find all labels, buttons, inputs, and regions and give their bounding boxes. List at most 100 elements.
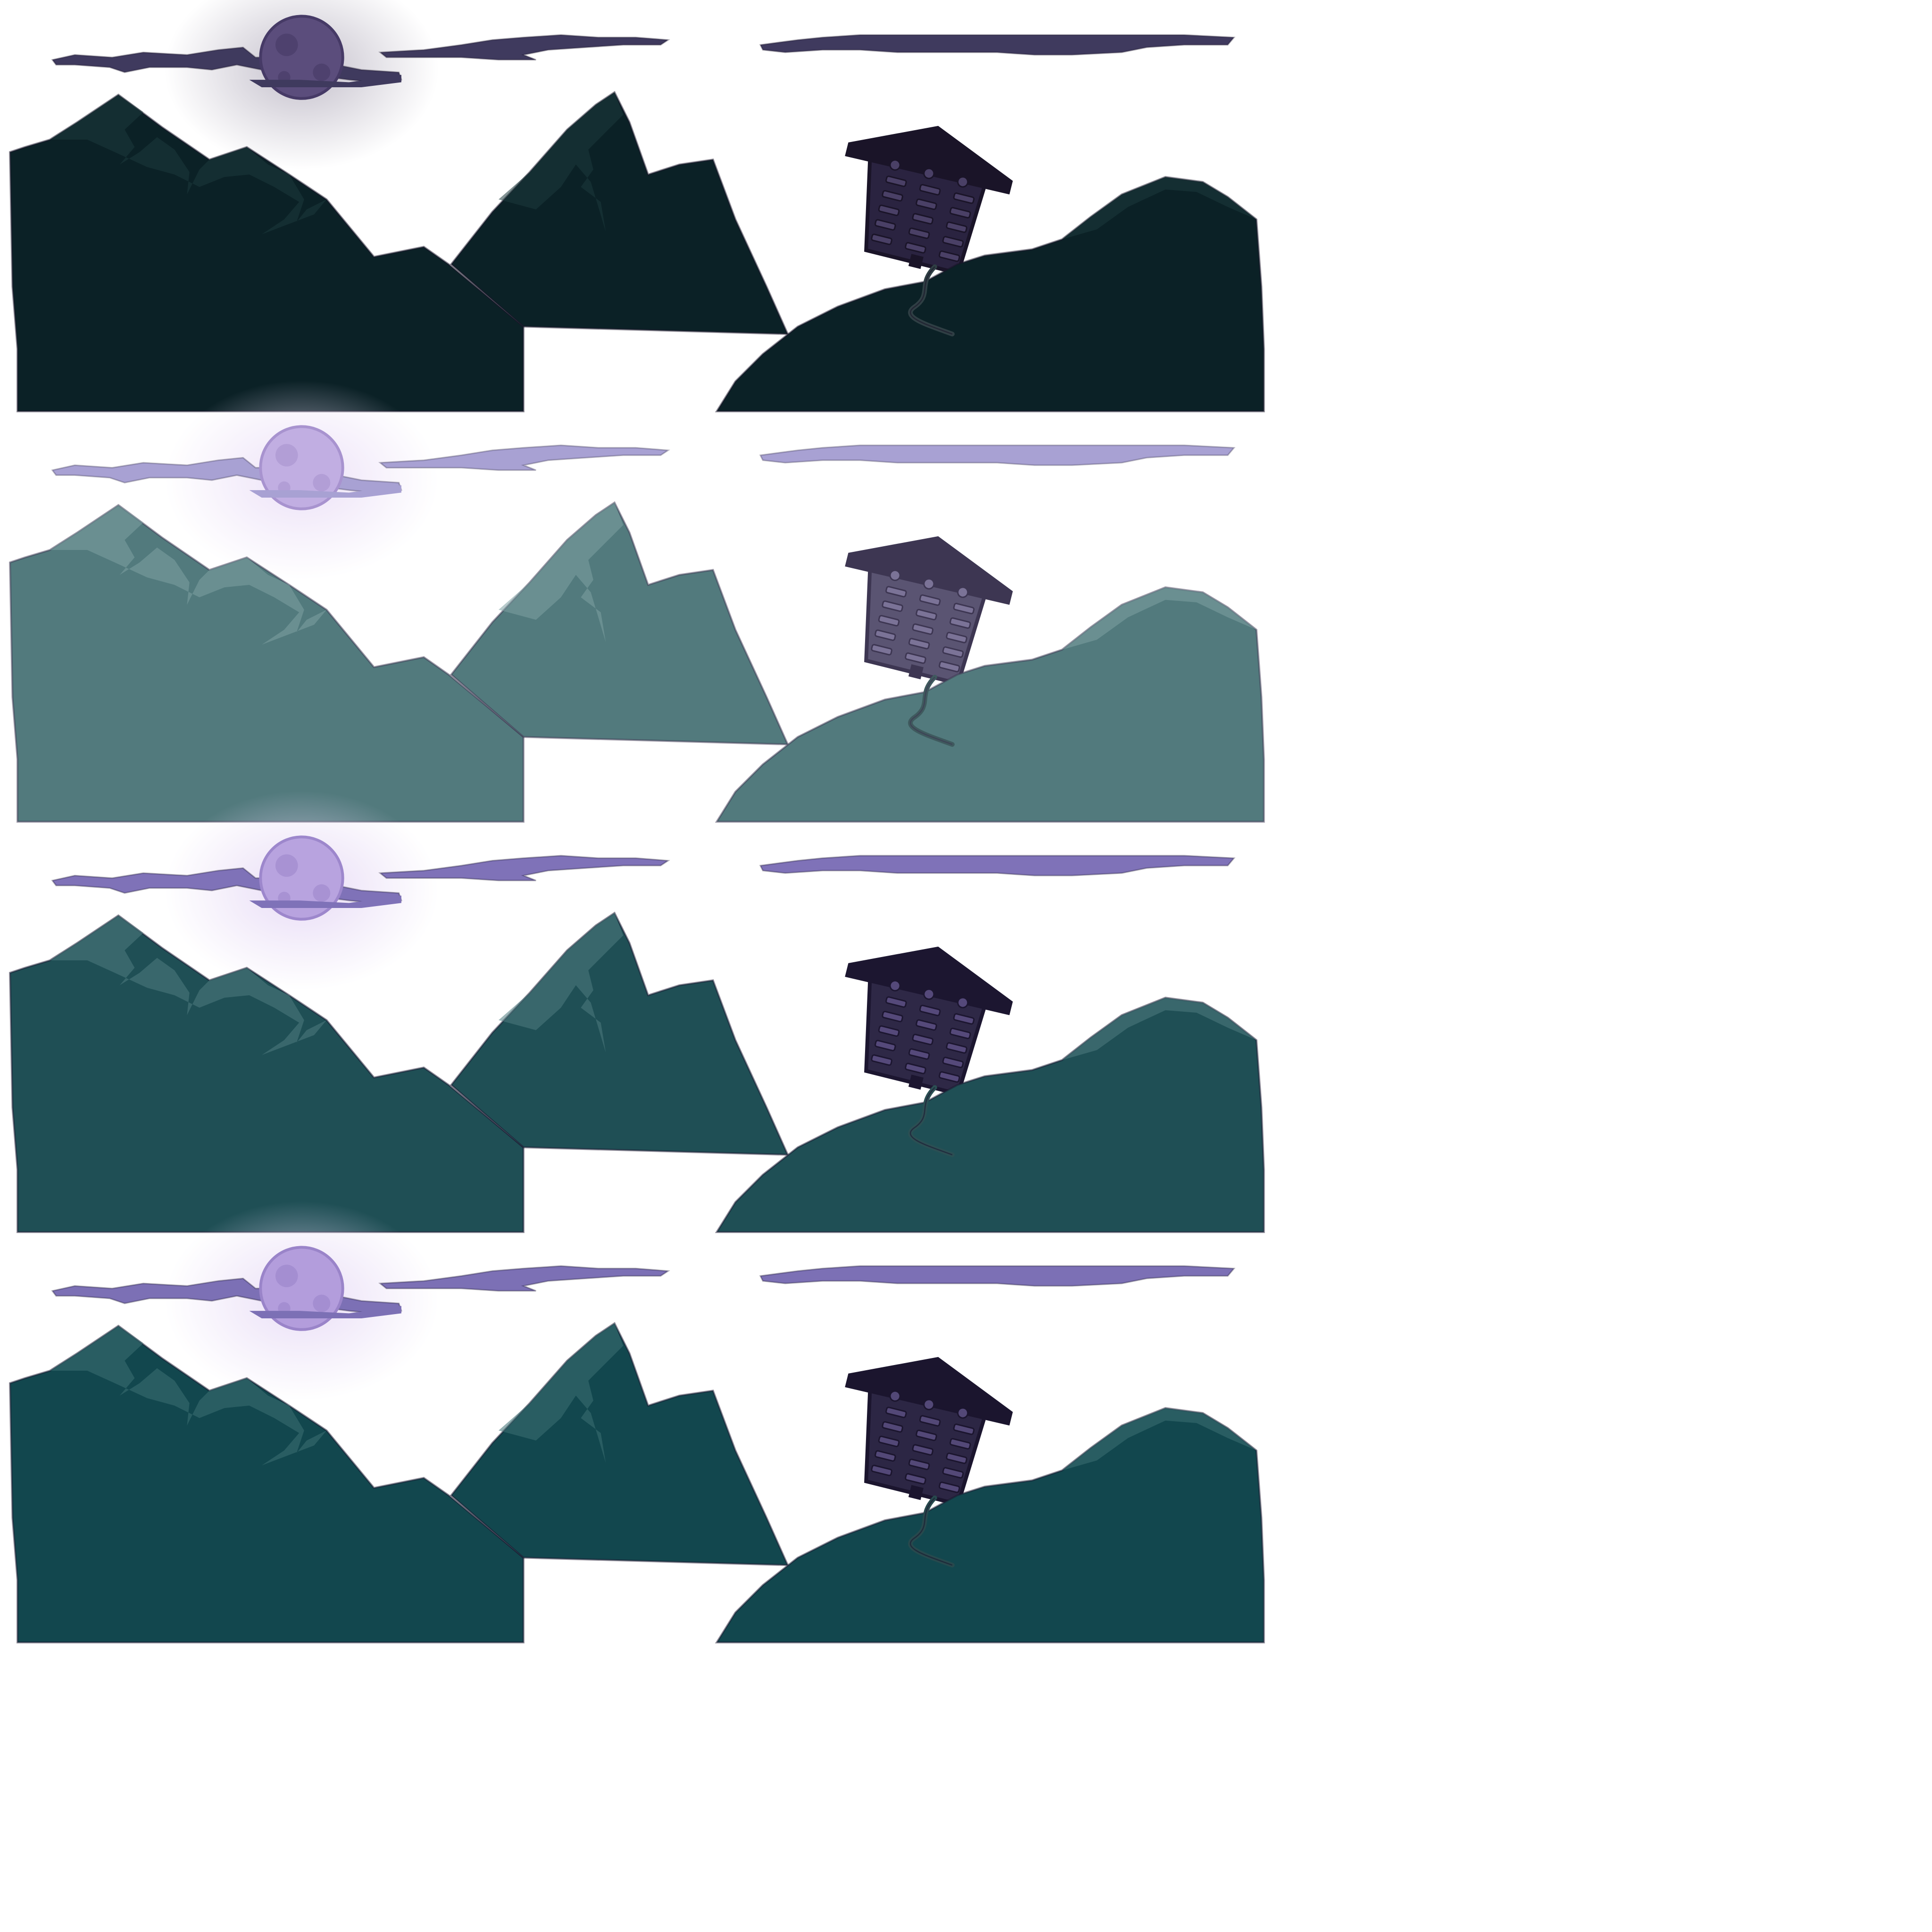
cloud-right — [759, 34, 1236, 56]
winding-path-outline — [909, 266, 953, 335]
building-window — [953, 1424, 975, 1435]
tilted-building — [845, 125, 1013, 275]
building-door — [908, 254, 924, 269]
mountain-highlight — [499, 502, 624, 642]
building-window — [885, 1407, 907, 1418]
hill-highlight — [1062, 177, 1257, 240]
building-window — [908, 1458, 930, 1470]
cloud-moon-strip — [249, 75, 401, 87]
cloud-moon-strip — [249, 895, 401, 908]
mountain-highlight — [50, 505, 327, 645]
building-window — [912, 623, 934, 635]
building-window — [908, 1048, 930, 1060]
panel-night-dark — [9, 0, 1265, 413]
moon-crater — [313, 884, 331, 902]
building-window — [871, 233, 892, 245]
building-window — [885, 175, 907, 187]
building-porthole — [889, 980, 901, 991]
building-porthole — [889, 159, 901, 171]
mountain-highlight — [50, 915, 327, 1055]
building-window — [871, 644, 892, 656]
building-window — [882, 1421, 903, 1433]
moon-crater — [275, 854, 298, 877]
building-window — [953, 603, 975, 615]
building-window — [919, 1415, 941, 1427]
building-window — [949, 617, 971, 629]
building-window — [878, 1435, 900, 1448]
mountain-highlight — [499, 92, 624, 232]
tilted-building — [845, 946, 1013, 1096]
cloud-right — [759, 1265, 1236, 1287]
building-window — [912, 1444, 934, 1456]
building-roof — [845, 536, 1013, 605]
building-window — [939, 661, 960, 673]
hill-highlight — [1062, 998, 1257, 1060]
building-window — [871, 1054, 892, 1066]
building-porthole — [923, 988, 935, 1000]
building-window — [942, 646, 964, 658]
cloud-right — [759, 855, 1236, 876]
cloud-middle — [378, 34, 670, 61]
mountain-middle — [450, 501, 790, 746]
building-window — [946, 1452, 967, 1464]
building-window — [919, 594, 941, 606]
building-window — [946, 632, 967, 643]
building-window — [882, 190, 903, 202]
building-window — [916, 608, 937, 621]
building-window — [949, 207, 971, 219]
building-porthole — [957, 586, 969, 598]
building-window — [878, 204, 900, 217]
building-window — [874, 629, 896, 641]
winding-path-outline — [909, 676, 953, 745]
cloud-middle — [378, 444, 670, 471]
winding-path-outline — [909, 1087, 953, 1156]
building-window — [885, 586, 907, 598]
building-window — [939, 250, 960, 262]
hill-right — [715, 176, 1265, 413]
mountain-middle — [450, 91, 790, 335]
building-window — [871, 1465, 892, 1476]
hill-right — [715, 1407, 1265, 1644]
mountain-highlight — [499, 913, 624, 1053]
building-window — [949, 1027, 971, 1040]
hill-highlight — [1062, 587, 1257, 650]
building-roof — [845, 946, 1013, 1016]
building-porthole — [957, 997, 969, 1008]
panel-night-faded — [9, 380, 1265, 823]
building-window — [908, 227, 930, 239]
panels-group — [9, 0, 1265, 1644]
building-window — [882, 600, 903, 612]
building-window — [949, 1438, 971, 1450]
building-window — [939, 1482, 960, 1493]
moon-crater — [275, 33, 298, 56]
building-porthole — [957, 1407, 969, 1419]
building-window — [912, 213, 934, 225]
mountain-highlight — [50, 94, 327, 234]
mountain-middle — [450, 1322, 790, 1566]
building-porthole — [923, 578, 935, 590]
hill-highlight — [1062, 1408, 1257, 1471]
moon-crater — [313, 474, 331, 491]
building-window — [874, 1450, 896, 1462]
cloud-right — [759, 444, 1236, 466]
building-window — [946, 221, 967, 233]
mountain-middle — [450, 911, 790, 1156]
building-window — [912, 1033, 934, 1045]
cloud-middle — [378, 1265, 670, 1292]
building-window — [908, 638, 930, 650]
building-window — [916, 198, 937, 210]
panel-night-teal — [9, 1201, 1265, 1644]
cloud-middle — [378, 855, 670, 882]
building-door — [908, 664, 924, 680]
building-window — [946, 1042, 967, 1054]
building-porthole — [923, 167, 935, 179]
building-porthole — [923, 1399, 935, 1410]
building-window — [919, 184, 941, 196]
building-window — [916, 1429, 937, 1441]
building-window — [942, 1467, 964, 1479]
moon-crater — [275, 444, 298, 466]
building-porthole — [889, 1390, 901, 1402]
mountain-highlight — [499, 1323, 624, 1463]
panel-night-mid — [9, 791, 1265, 1233]
